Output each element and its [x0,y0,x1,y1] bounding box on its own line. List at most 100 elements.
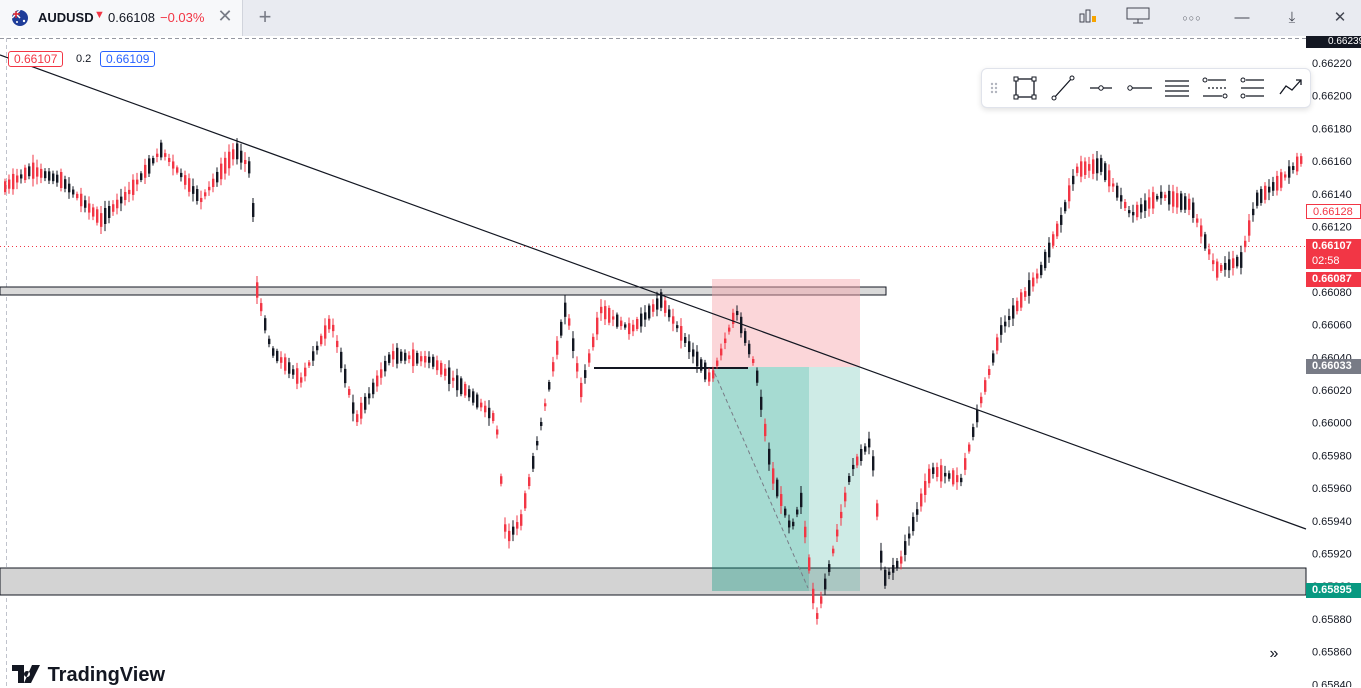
candle-body [160,142,163,158]
resistance-zone[interactable] [0,286,887,296]
candle-body [924,481,927,495]
candle-body [1296,156,1299,172]
path-icon[interactable] [1276,74,1306,102]
candle-body [264,318,267,331]
fib-channel-icon[interactable] [1238,74,1268,102]
candle-body [872,456,875,471]
candle-body [936,467,939,477]
restore-icon[interactable]: ⤓ [1288,9,1296,26]
candle-body [280,357,283,363]
candle-body [820,596,823,604]
candle-body [864,446,867,452]
trendline[interactable] [0,54,1307,530]
trendline-icon[interactable] [1048,74,1078,102]
chart-pane[interactable]: 0.66220 0.66200 0.66180 0.66160 0.66140 0.661… [0,36,1361,687]
candle-body [484,405,487,413]
candle-body [452,377,455,381]
screen-icon[interactable] [1124,6,1152,30]
candle-body [64,179,67,189]
candle-body [404,352,407,361]
candle-body [736,310,739,316]
candle-body [784,508,787,516]
candle-body [932,467,935,474]
candle-body [616,314,619,327]
bid-box[interactable]: 0.66107 [8,48,64,70]
candle-body [332,324,335,332]
close-window-icon[interactable]: ✕ [1333,9,1347,26]
candle-body [876,503,879,517]
more-icon[interactable]: ○○○ [1182,13,1202,23]
brand-name: TradingView [47,664,166,686]
alert-price-label[interactable]: 0.66128 [1306,204,1361,219]
candle-body [880,550,883,563]
price-tick: 0.66000 [1312,418,1352,430]
fib-retracement-icon[interactable] [1200,74,1230,102]
candle-body [500,476,503,484]
tab-audusd[interactable]: AUDUSD ▼ 0.66108 −0.03% ✕ [0,0,243,36]
candle-body [20,174,23,179]
price-tick: 0.65860 [1312,647,1352,659]
new-tab-button[interactable]: + [258,4,272,29]
layout-icon[interactable] [1074,6,1102,30]
candle-body [1132,212,1135,216]
candle-body [1100,158,1103,172]
candle-body [1300,156,1303,164]
candle-body [668,309,671,318]
entry-price-label: 0.66033 [1306,359,1361,374]
minimize-icon[interactable]: — [1234,9,1250,26]
candle-body [324,325,327,339]
candle-body [664,300,667,313]
price-tick: 0.66180 [1312,123,1352,135]
candle-body [132,179,135,195]
support-zone[interactable] [0,567,1307,596]
close-tab-icon[interactable]: ✕ [217,6,233,26]
candle-body [808,557,811,571]
candle-body [636,319,639,329]
candle-body [828,564,831,572]
candle-body [684,337,687,343]
tab-change: −0.03% [160,10,205,25]
take-profit-area[interactable] [712,367,860,591]
price-tick: 0.65960 [1312,483,1352,495]
candle-body [796,509,799,515]
candle-body [764,423,767,437]
candle-body [436,360,439,371]
candle-body [1240,252,1243,268]
candle-body [400,351,403,361]
candle-body [28,166,31,177]
price-tick: 0.65840 [1312,679,1352,687]
candle-body [384,360,387,372]
candle-body [792,521,795,527]
horizontal-ray-icon[interactable] [1086,74,1116,102]
candle-body [712,370,715,379]
rectangle-icon[interactable] [1010,74,1040,102]
candle-body [1020,292,1023,308]
candle-body [1128,210,1131,214]
candle-body [368,393,371,399]
candle-body [1044,251,1047,269]
candle-body [536,440,539,446]
candle-body [168,158,171,162]
tab-symbol: AUDUSD [38,10,94,25]
candle-body [704,362,707,380]
candle-body [428,356,431,363]
candle-body [388,354,391,363]
candle-body [972,427,975,437]
horizontal-line-icon[interactable] [1124,74,1154,102]
spread-value: 0.2 [76,53,92,65]
tradingview-logo[interactable]: TradingView [12,664,165,688]
candle-body [304,367,307,377]
drawing-toolbar [981,68,1311,108]
candle-body [36,167,39,177]
candle-body [988,369,991,375]
drag-handle-icon[interactable] [986,74,1002,102]
candle-body [128,189,131,195]
scroll-to-realtime-button[interactable]: » [1260,640,1288,668]
candle-body [592,336,595,348]
candle-body [1096,158,1099,174]
ask-box[interactable]: 0.66109 [100,48,156,70]
candle-body [464,383,467,396]
parallel-channel-icon[interactable] [1162,74,1192,102]
candle-body [904,541,907,555]
candle-body [776,479,779,497]
